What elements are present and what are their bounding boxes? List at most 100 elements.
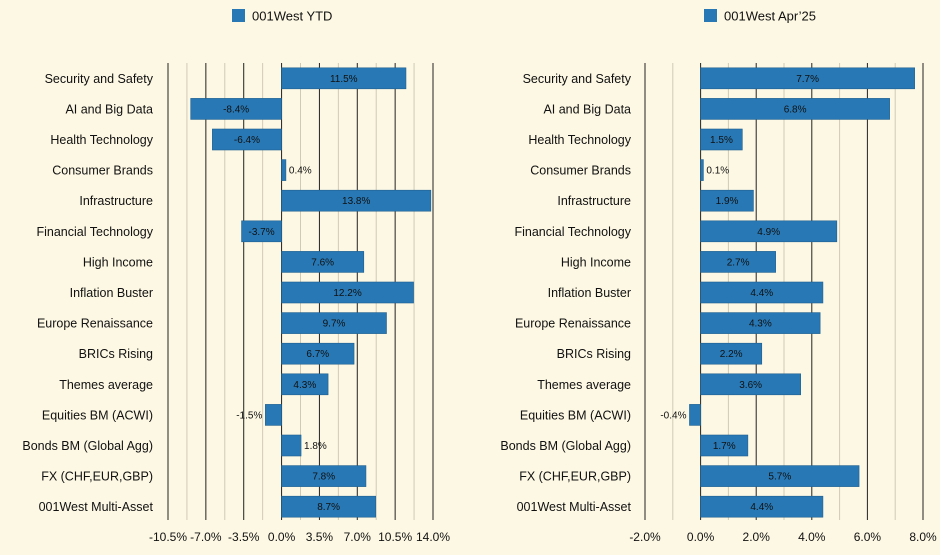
chart-panel-1: 001West YTD -10.5% -7.0% -3.5% 0.0% 3.5% 7.0% 1…	[22, 9, 450, 545]
chart-panel-2: 001West Apr’25 -2.0% 0.0% 2.0% 4.0% 6.0% 8.0% S…	[500, 9, 937, 545]
data-label: -8.4%	[223, 104, 249, 115]
category-label: Inflation Buster	[548, 286, 631, 300]
category-label: Bonds BM (Global Agg)	[500, 439, 631, 453]
x-tick-label: -3.5%	[228, 530, 260, 544]
bar	[700, 373, 801, 396]
bar	[281, 312, 387, 334]
category-label: 001West Multi-Asset	[517, 500, 632, 514]
bar	[700, 281, 824, 304]
data-label: 4.4%	[750, 288, 773, 299]
bar	[190, 98, 282, 120]
bar	[700, 220, 838, 243]
data-label: 2.2%	[720, 349, 743, 360]
data-label: 5.7%	[768, 472, 791, 483]
x-tick-label: 4.0%	[798, 530, 826, 544]
x-tick-label: 10.5%	[378, 530, 412, 544]
legend-label: 001West YTD	[252, 9, 332, 24]
x-tick-label: -2.0%	[629, 530, 661, 544]
category-label: Europe Renaissance	[515, 317, 631, 331]
x-tick-label: -7.0%	[190, 530, 222, 544]
bar	[281, 434, 302, 457]
data-label: 6.8%	[784, 104, 807, 115]
category-label: Inflation Buster	[70, 286, 153, 300]
data-label: -6.4%	[234, 135, 260, 146]
legend-swatch	[704, 9, 717, 22]
data-label: 7.7%	[796, 74, 819, 85]
data-label: -3.7%	[248, 227, 274, 238]
bar	[281, 189, 432, 212]
category-label: Consumer Brands	[52, 164, 153, 178]
category-label: Equities BM (ACWI)	[520, 408, 631, 422]
x-tick-label: 0.0%	[268, 530, 296, 544]
category-label: AI and Big Data	[543, 102, 631, 116]
category-label: Equities BM (ACWI)	[42, 408, 153, 422]
data-label: 12.2%	[333, 288, 361, 299]
bar	[281, 495, 376, 518]
bar	[265, 404, 282, 426]
data-label: 6.7%	[306, 349, 329, 360]
data-label: 4.4%	[750, 502, 773, 513]
x-tick-label: 3.5%	[306, 530, 334, 544]
data-label: 7.6%	[311, 257, 334, 268]
data-label: -1.5%	[236, 410, 262, 421]
data-label: 4.3%	[749, 319, 772, 330]
bar	[700, 159, 704, 181]
x-tick-label: 6.0%	[854, 530, 882, 544]
bar	[700, 189, 754, 212]
x-tick-label: 7.0%	[344, 530, 372, 544]
data-label: 2.7%	[727, 257, 750, 268]
bar	[700, 312, 821, 334]
bar	[281, 281, 414, 304]
category-label: Bonds BM (Global Agg)	[22, 439, 153, 453]
category-label: Infrastructure	[557, 194, 631, 208]
bar	[700, 251, 776, 273]
data-label: 4.9%	[757, 227, 780, 238]
category-label: Security and Safety	[523, 72, 632, 86]
bar	[700, 342, 763, 365]
x-tick-label: 2.0%	[743, 530, 771, 544]
bar	[700, 67, 915, 90]
x-tick-label: -10.5%	[149, 530, 187, 544]
category-label: Security and Safety	[45, 72, 154, 86]
bar	[689, 404, 701, 426]
bar	[700, 495, 824, 518]
bar	[281, 342, 355, 365]
data-label: 11.5%	[330, 74, 358, 85]
category-label: FX (CHF,EUR,GBP)	[519, 470, 631, 484]
data-label: 1.9%	[716, 196, 739, 207]
legend-label: 001West Apr’25	[724, 9, 816, 24]
data-label: -0.4%	[660, 410, 686, 421]
category-label: 001West Multi-Asset	[39, 500, 154, 514]
category-label: High Income	[561, 255, 631, 269]
category-label: Financial Technology	[36, 225, 153, 239]
bar	[281, 159, 287, 181]
data-label: 3.6%	[739, 380, 762, 391]
bar	[281, 251, 365, 273]
data-label: 4.3%	[293, 380, 316, 391]
bar	[241, 220, 282, 243]
data-label: 9.7%	[323, 319, 346, 330]
bar	[700, 128, 743, 151]
data-label: 0.1%	[706, 166, 729, 177]
bar	[212, 128, 282, 151]
category-label: Themes average	[537, 378, 631, 392]
category-label: BRICs Rising	[557, 347, 631, 361]
category-label: Themes average	[59, 378, 153, 392]
data-label: 7.8%	[312, 472, 335, 483]
category-label: BRICs Rising	[79, 347, 153, 361]
data-label: 1.5%	[710, 135, 733, 146]
category-label: FX (CHF,EUR,GBP)	[41, 470, 153, 484]
bar	[281, 67, 407, 90]
category-label: AI and Big Data	[65, 102, 153, 116]
data-label: 0.4%	[289, 166, 312, 177]
category-label: Financial Technology	[514, 225, 631, 239]
category-label: Europe Renaissance	[37, 317, 153, 331]
data-label: 13.8%	[342, 196, 370, 207]
bar	[700, 98, 890, 120]
category-label: Health Technology	[50, 133, 153, 147]
data-label: 1.7%	[713, 441, 736, 452]
legend-swatch	[232, 9, 245, 22]
bar	[700, 434, 749, 457]
